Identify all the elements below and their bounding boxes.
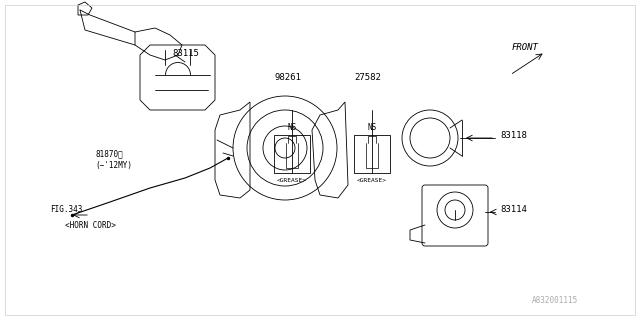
Text: FRONT: FRONT [512, 44, 539, 52]
Text: 83115: 83115 [172, 49, 199, 58]
Text: 81870②: 81870② [95, 149, 123, 158]
Text: NS: NS [367, 123, 376, 132]
Text: FIG.343: FIG.343 [50, 205, 83, 214]
Text: <GREASE>: <GREASE> [277, 178, 307, 183]
Bar [274, 135, 310, 173]
Text: 83118: 83118 [500, 131, 527, 140]
Text: NS: NS [287, 123, 296, 132]
Text: A832001115: A832001115 [532, 296, 578, 305]
Text: 98261: 98261 [275, 73, 301, 82]
Text: 83114: 83114 [500, 205, 527, 214]
Text: 27582: 27582 [355, 73, 381, 82]
Bar [354, 135, 390, 173]
Text: (−'12MY): (−'12MY) [95, 161, 132, 170]
Text: <GREASE>: <GREASE> [357, 178, 387, 183]
Text: <HORN CORD>: <HORN CORD> [65, 220, 116, 229]
